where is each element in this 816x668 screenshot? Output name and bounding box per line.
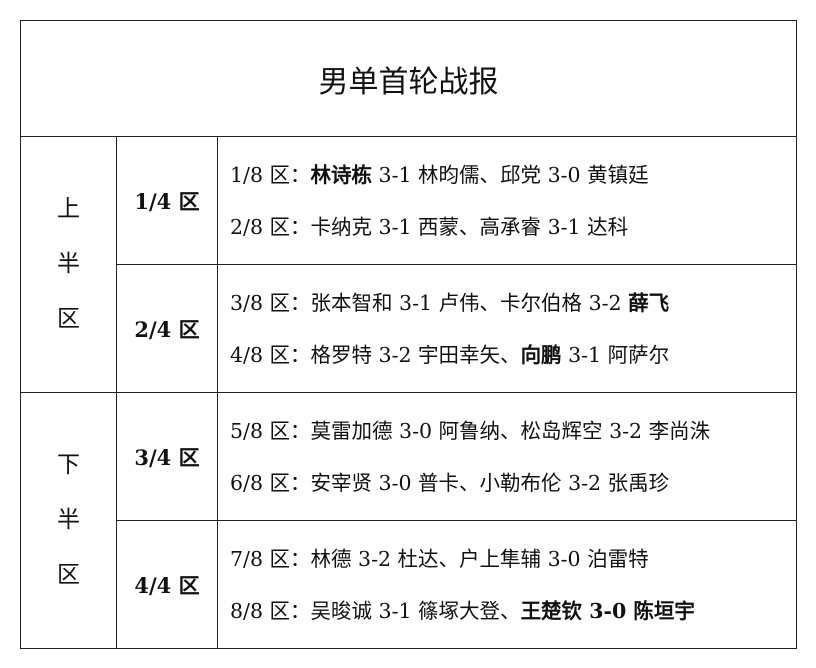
section-label: 6/8 区： xyxy=(230,470,311,495)
quarter-label: 2/4 区 xyxy=(116,264,218,393)
section-result-line: 5/8 区：莫雷加德 3-0 阿鲁纳、松岛辉空 3-2 李尚洙 xyxy=(230,405,796,457)
section-result-line: 3/8 区：张本智和 3-1 卢伟、卡尔伯格 3-2 薛飞 xyxy=(230,277,796,329)
section-result-line: 4/8 区：格罗特 3-2 宇田幸矢、向鹏 3-1 阿萨尔 xyxy=(230,329,796,381)
half-label-char: 半 xyxy=(57,251,80,277)
half-label: 下半区 xyxy=(20,392,117,649)
section-result-line: 1/8 区：林诗栋 3-1 林昀儒、邱党 3-0 黄镇廷 xyxy=(230,149,796,201)
section-result-line: 6/8 区：安宰贤 3-0 普卡、小勒布伦 3-2 张禹珍 xyxy=(230,457,796,509)
match-results: 3/8 区：张本智和 3-1 卢伟、卡尔伯格 3-2 薛飞 4/8 区：格罗特 3… xyxy=(217,264,797,393)
results-table: 男单首轮战报 上半区 1/4 区 1/8 区：林诗栋 3-1 林昀儒、邱党 3-0 … xyxy=(20,20,797,649)
match-text: 莫雷加德 3-0 阿鲁纳、松岛辉空 3-2 李尚洙 xyxy=(310,418,711,443)
quarter-row: 上半区 1/4 区 1/8 区：林诗栋 3-1 林昀儒、邱党 3-0 黄镇廷 2/8 … xyxy=(20,136,797,393)
quarter-label: 4/4 区 xyxy=(116,520,218,649)
match-text: 3-1 林昀儒、邱党 3-0 黄镇廷 xyxy=(372,162,649,187)
quarter-label: 1/4 区 xyxy=(116,136,218,265)
half-label-char: 半 xyxy=(57,507,80,533)
half-label-char: 区 xyxy=(57,562,80,588)
section-result-line: 8/8 区：吴晙诚 3-1 篠塚大登、王楚钦 3-0 陈垣宇 xyxy=(230,585,796,637)
half-label-char: 下 xyxy=(57,452,80,478)
match-text: 张本智和 3-1 卢伟、卡尔伯格 3-2 xyxy=(310,290,629,315)
quarter-row: 2/4 区 3/8 区：张本智和 3-1 卢伟、卡尔伯格 3-2 薛飞 4/8 区：… xyxy=(21,264,797,393)
match-text: 安宰贤 3-0 普卡、小勒布伦 3-2 张禹珍 xyxy=(310,470,670,495)
match-results: 1/8 区：林诗栋 3-1 林昀儒、邱党 3-0 黄镇廷 2/8 区：卡纳克 3-… xyxy=(217,136,797,265)
winner-highlight: 薛飞 xyxy=(628,290,670,315)
half-label-char: 上 xyxy=(57,196,80,222)
page-title: 男单首轮战报 xyxy=(20,20,797,137)
quarter-row: 下半区 3/4 区 5/8 区：莫雷加德 3-0 阿鲁纳、松岛辉空 3-2 李尚洙 6… xyxy=(20,392,797,649)
section-label: 4/8 区： xyxy=(230,342,311,367)
match-text: 格罗特 3-2 宇田幸矢、 xyxy=(310,342,521,367)
match-text: 林德 3-2 杜达、户上隼辅 3-0 泊雷特 xyxy=(310,546,649,571)
match-text: 吴晙诚 3-1 篠塚大登、 xyxy=(310,598,521,623)
section-label: 5/8 区： xyxy=(230,418,311,443)
quarter-label: 3/4 区 xyxy=(116,392,218,521)
half-label: 上半区 xyxy=(20,136,117,393)
match-text: 卡纳克 3-1 西蒙、高承睿 3-1 达科 xyxy=(310,214,629,239)
winner-highlight: 王楚钦 3-0 陈垣宇 xyxy=(520,598,695,623)
winner-highlight: 向鹏 xyxy=(520,342,562,367)
section-label: 8/8 区： xyxy=(230,598,311,623)
quarter-row: 4/4 区 7/8 区：林德 3-2 杜达、户上隼辅 3-0 泊雷特 8/8 区：吴… xyxy=(21,520,797,649)
section-result-line: 2/8 区：卡纳克 3-1 西蒙、高承睿 3-1 达科 xyxy=(230,201,796,253)
section-label: 2/8 区： xyxy=(230,214,311,239)
match-results: 7/8 区：林德 3-2 杜达、户上隼辅 3-0 泊雷特 8/8 区：吴晙诚 3-… xyxy=(217,520,797,649)
section-label: 1/8 区： xyxy=(230,162,311,187)
match-results: 5/8 区：莫雷加德 3-0 阿鲁纳、松岛辉空 3-2 李尚洙 6/8 区：安宰贤… xyxy=(217,392,797,521)
winner-highlight: 林诗栋 xyxy=(310,162,373,187)
match-text: 3-1 阿萨尔 xyxy=(561,342,670,367)
title-row: 男单首轮战报 xyxy=(20,20,797,137)
section-label: 3/8 区： xyxy=(230,290,311,315)
section-result-line: 7/8 区：林德 3-2 杜达、户上隼辅 3-0 泊雷特 xyxy=(230,533,796,585)
half-label-char: 区 xyxy=(57,306,80,332)
section-label: 7/8 区： xyxy=(230,546,311,571)
